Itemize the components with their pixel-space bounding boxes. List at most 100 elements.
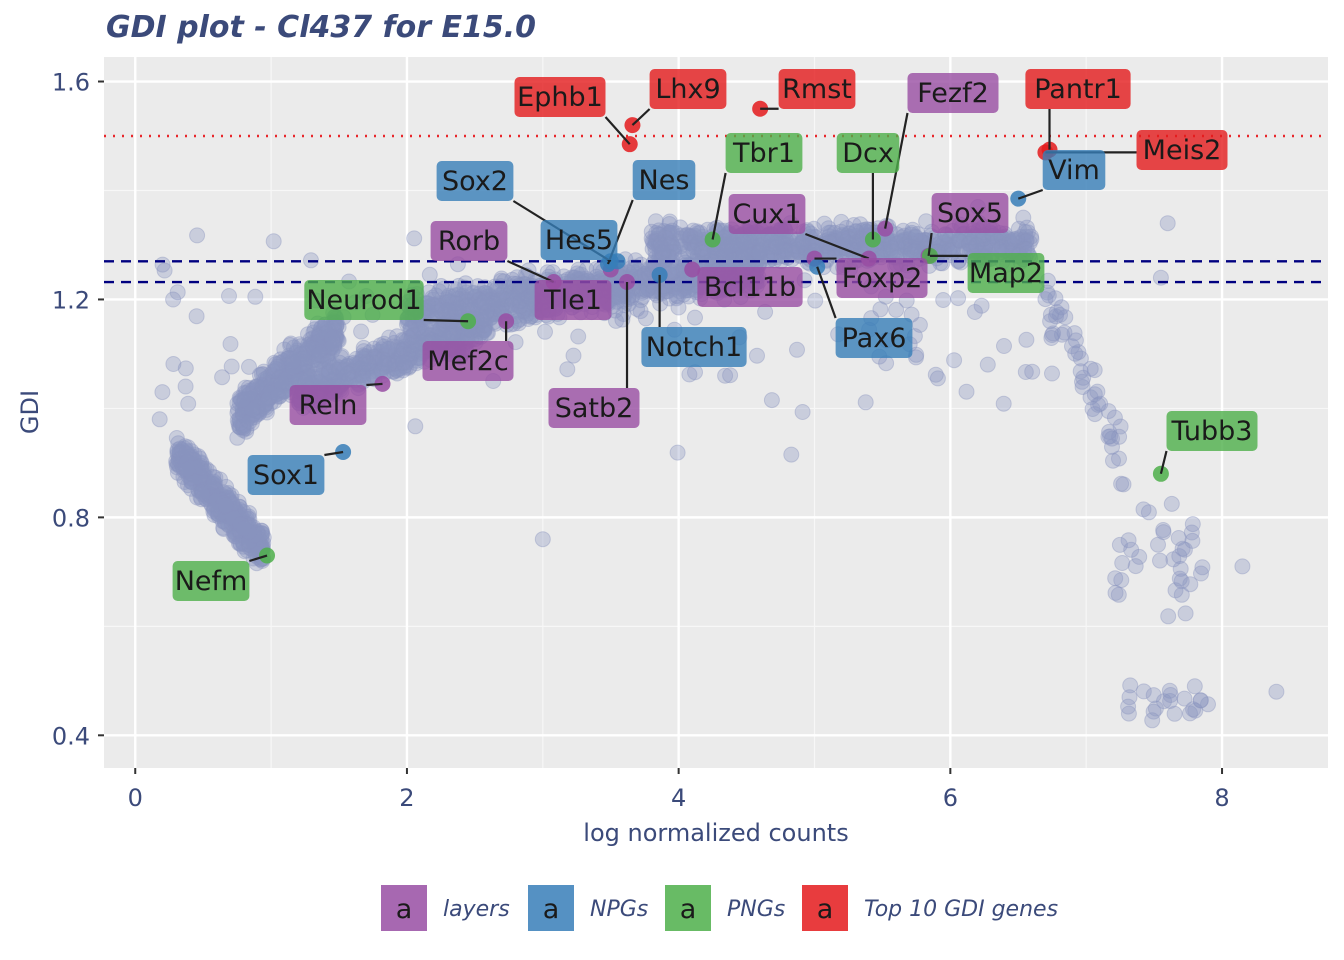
background-point (191, 450, 208, 467)
background-point (192, 463, 208, 480)
background-point (253, 522, 270, 539)
background-point (177, 457, 193, 474)
background-point (223, 496, 240, 513)
background-point (180, 477, 196, 494)
background-point (215, 508, 232, 525)
background-point (241, 519, 258, 536)
background-point (565, 347, 582, 364)
background-point (171, 443, 188, 460)
background-point (249, 523, 266, 540)
background-point (229, 510, 246, 527)
background-point (237, 393, 253, 410)
background-point (1104, 430, 1120, 447)
background-point (219, 508, 236, 525)
background-point (228, 507, 244, 524)
background-point (227, 504, 244, 521)
background-point (178, 445, 195, 462)
background-point (946, 352, 963, 369)
background-point (305, 324, 322, 341)
background-point (1086, 406, 1103, 423)
background-point (254, 525, 270, 542)
background-point (291, 359, 308, 376)
background-point (255, 529, 272, 546)
background-point (979, 356, 996, 373)
background-point (253, 522, 270, 539)
background-point (241, 385, 258, 402)
background-point (1192, 692, 1209, 709)
background-point (239, 542, 256, 559)
background-point (193, 455, 210, 472)
background-point (488, 281, 505, 298)
background-point (217, 497, 234, 514)
background-point (326, 324, 343, 341)
background-point (190, 467, 207, 484)
background-point (246, 535, 262, 552)
background-point (1044, 365, 1060, 382)
background-point (309, 338, 326, 355)
background-point (189, 471, 206, 488)
background-point (686, 227, 703, 244)
gene-label-neurod1: Neurod1 (306, 285, 421, 316)
background-point (168, 456, 185, 472)
background-point (687, 309, 703, 326)
background-point (242, 537, 259, 554)
background-point (233, 517, 250, 534)
background-point (213, 505, 230, 522)
background-point (240, 536, 257, 553)
background-point (237, 516, 254, 533)
background-point (190, 483, 207, 499)
background-point (220, 506, 237, 522)
background-point (221, 492, 238, 509)
background-point (293, 349, 310, 366)
gene-label-mef2c: Mef2c (427, 346, 508, 377)
background-point (300, 326, 316, 343)
x-axis: 0 2 4 6 8 (128, 768, 1230, 812)
background-point (209, 490, 226, 507)
background-point (206, 489, 222, 506)
background-point (223, 506, 240, 523)
background-point (169, 442, 186, 458)
background-point (170, 435, 187, 452)
background-point (238, 522, 255, 539)
background-point (183, 473, 200, 490)
gene-label-pantr1: Pantr1 (1034, 74, 1122, 105)
background-point (250, 530, 267, 547)
background-point (227, 525, 244, 542)
background-point (570, 328, 587, 345)
background-point (265, 233, 282, 250)
background-point (228, 519, 245, 536)
background-point (735, 234, 752, 251)
background-point (935, 292, 952, 308)
background-point (789, 341, 805, 358)
background-point (1144, 712, 1161, 729)
background-point (185, 459, 202, 476)
gene-label-nes: Nes (639, 165, 690, 196)
background-point (225, 512, 242, 529)
background-point (190, 462, 207, 479)
background-point (260, 391, 277, 408)
background-point (195, 477, 212, 494)
gene-label-map2: Map2 (969, 258, 1043, 289)
background-point (240, 379, 257, 396)
background-point (1115, 476, 1132, 493)
background-point (226, 507, 243, 524)
background-point (559, 361, 576, 378)
background-point (227, 506, 244, 523)
background-point (204, 489, 221, 506)
background-point (173, 450, 190, 467)
background-point (225, 526, 242, 543)
background-point (229, 512, 246, 528)
y-tick-label: 1.2 (52, 286, 90, 314)
background-point (240, 516, 257, 533)
background-point (176, 462, 193, 479)
background-point (268, 384, 285, 401)
background-point (1160, 608, 1177, 625)
background-point (183, 457, 200, 474)
background-point (229, 504, 246, 521)
background-point (241, 358, 257, 375)
background-point (225, 510, 242, 527)
background-point (321, 338, 338, 355)
background-point (284, 353, 301, 370)
background-point (240, 387, 257, 403)
background-point (212, 496, 228, 513)
